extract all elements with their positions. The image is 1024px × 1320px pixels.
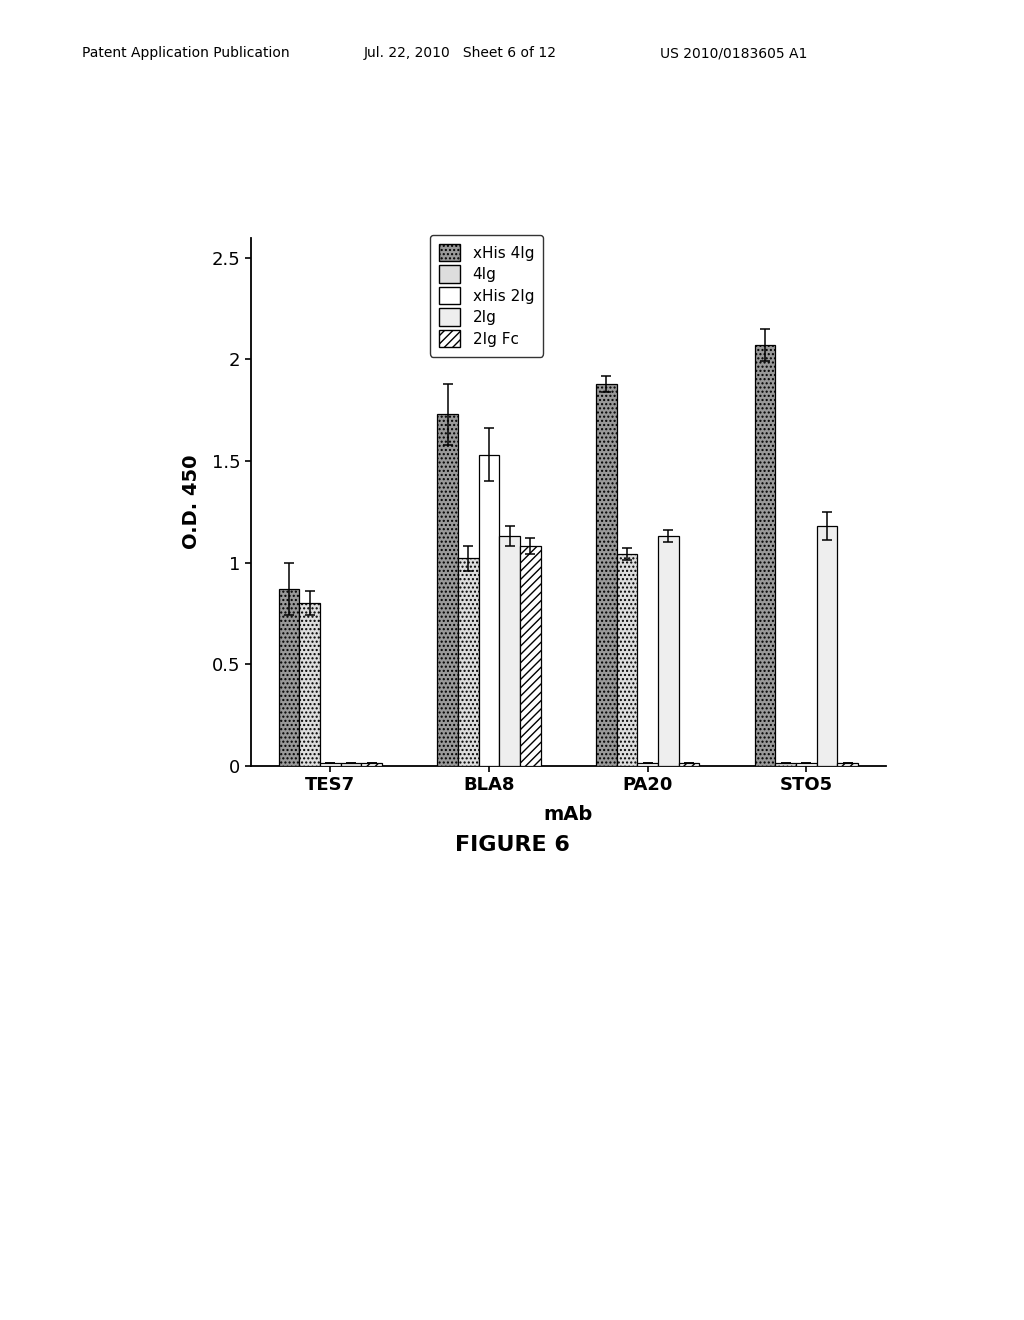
Bar: [755, 346, 775, 766]
Bar: [658, 536, 679, 766]
Bar: [458, 558, 478, 766]
Bar: [616, 554, 637, 766]
Text: Jul. 22, 2010   Sheet 6 of 12: Jul. 22, 2010 Sheet 6 of 12: [364, 46, 556, 61]
Bar: [838, 763, 858, 766]
X-axis label: mAb: mAb: [544, 805, 593, 824]
Bar: [679, 763, 699, 766]
Bar: [319, 763, 341, 766]
Bar: [596, 384, 616, 766]
Bar: [817, 525, 838, 766]
Bar: [299, 603, 319, 766]
Bar: [437, 414, 458, 766]
Bar: [478, 455, 500, 766]
Bar: [279, 589, 299, 766]
Bar: [637, 763, 658, 766]
Text: Patent Application Publication: Patent Application Publication: [82, 46, 290, 61]
Text: FIGURE 6: FIGURE 6: [455, 834, 569, 855]
Bar: [796, 763, 817, 766]
Bar: [775, 763, 796, 766]
Bar: [520, 546, 541, 766]
Bar: [500, 536, 520, 766]
Bar: [361, 763, 382, 766]
Bar: [341, 763, 361, 766]
Y-axis label: O.D. 450: O.D. 450: [181, 454, 201, 549]
Legend: xHis 4Ig, 4Ig, xHis 2Ig, 2Ig, 2Ig Fc: xHis 4Ig, 4Ig, xHis 2Ig, 2Ig, 2Ig Fc: [430, 235, 544, 356]
Text: US 2010/0183605 A1: US 2010/0183605 A1: [660, 46, 808, 61]
